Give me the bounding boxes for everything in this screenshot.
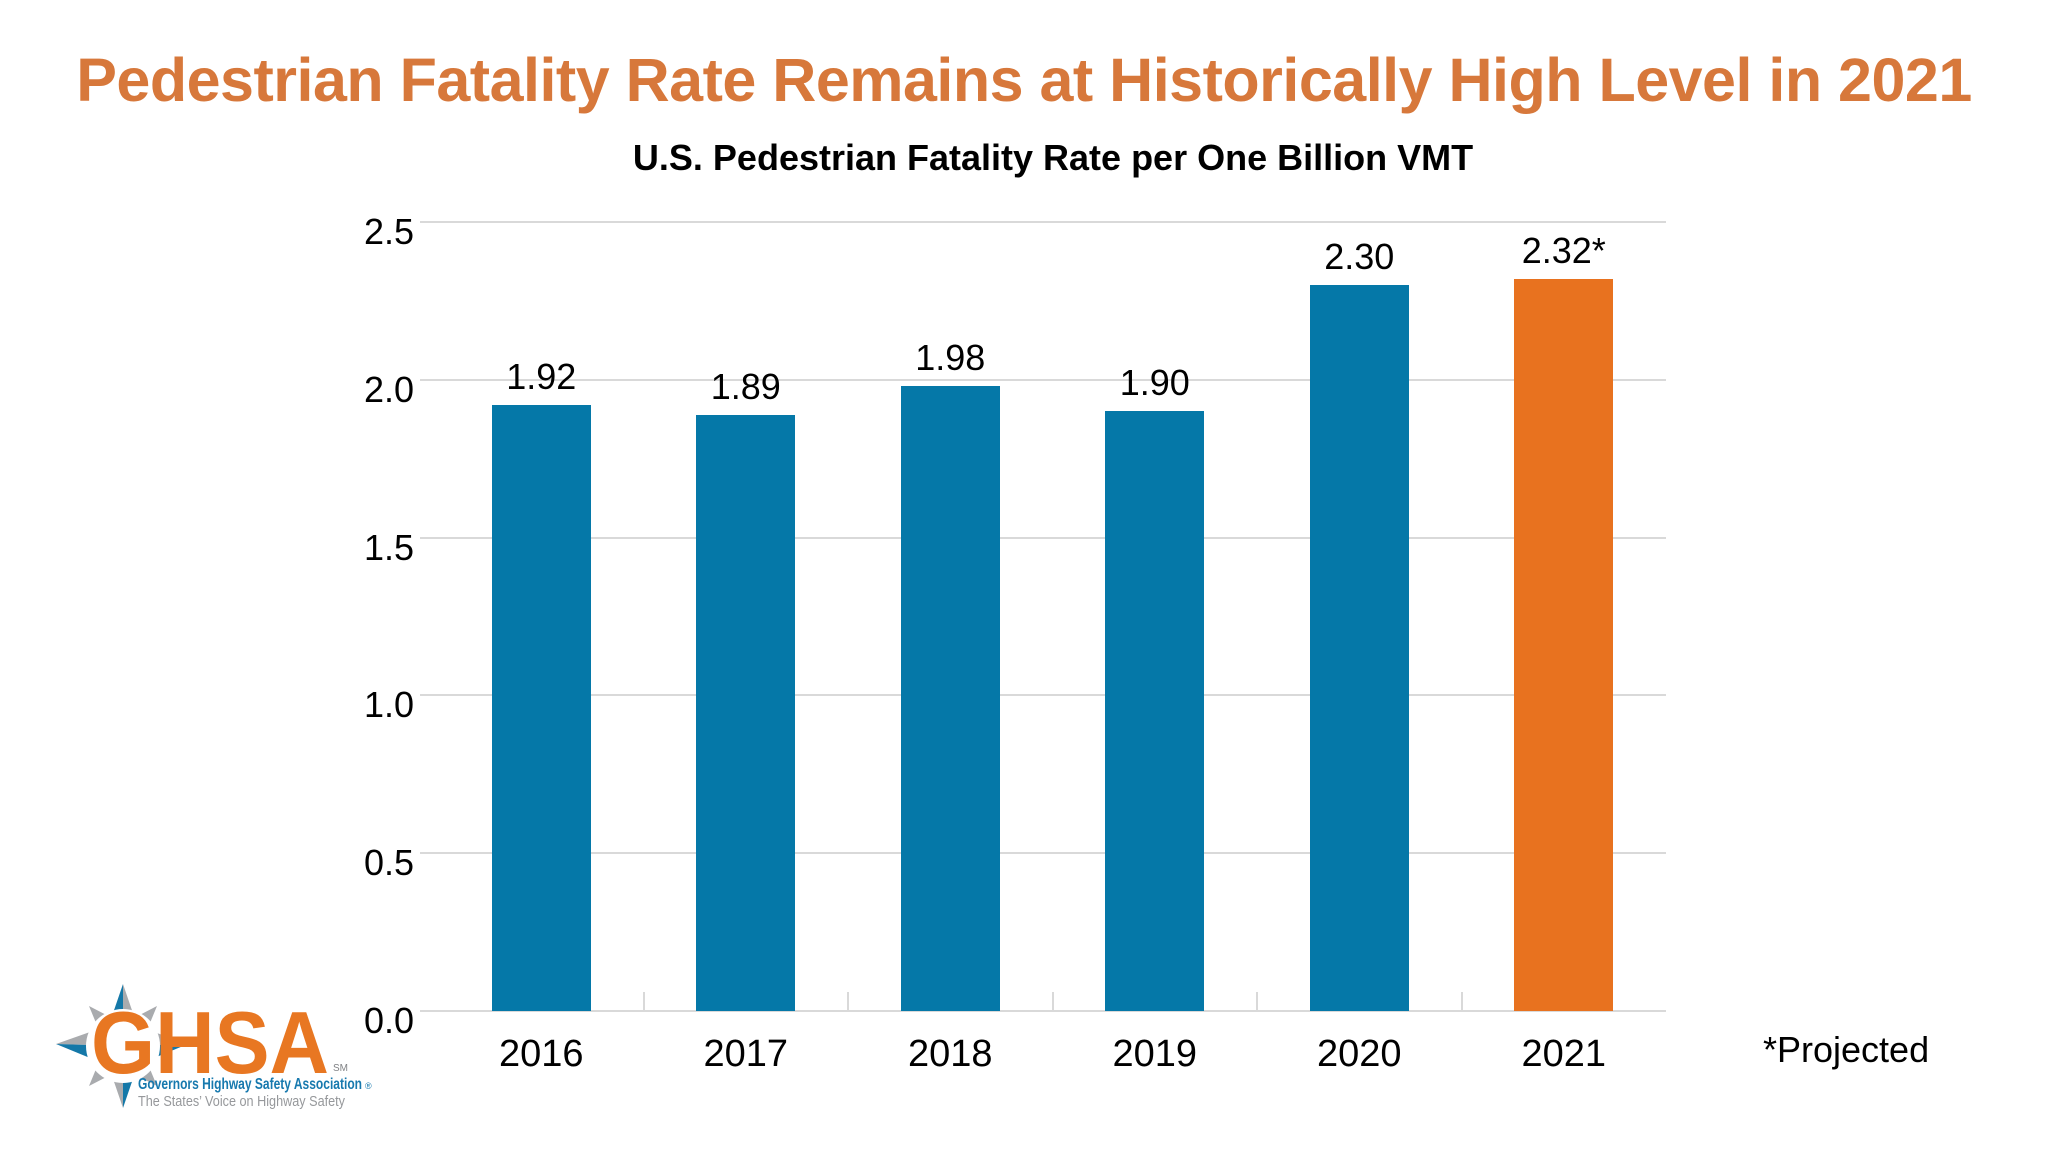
gridline-1.0 [439, 694, 1666, 697]
bar-value-label-2019: 1.90 [1119, 362, 1190, 404]
x-axis-tick [642, 992, 645, 1011]
logo-tagline: The States’ Voice on Highway Safety [138, 1093, 345, 1110]
y-axis-tick [420, 378, 439, 381]
y-axis-label-0.5: 0.5 [363, 842, 414, 884]
gridline-0.0 [439, 1010, 1666, 1012]
compass-star-icon [56, 984, 188, 1108]
y-axis-tick [420, 221, 439, 223]
y-axis-label-1.0: 1.0 [363, 684, 414, 726]
x-axis-tick [847, 992, 849, 1011]
x-axis-label-2016: 2016 [498, 1033, 584, 1075]
logo-sm-mark: SM [333, 1063, 348, 1074]
y-axis-label-1.5: 1.5 [363, 526, 414, 568]
page-title: Pedestrian Fatality Rate Remains at Hist… [76, 46, 1972, 114]
x-axis-tick [1460, 992, 1463, 1011]
x-axis-label-2017: 2017 [703, 1033, 789, 1075]
bar-value-label-2016: 1.92 [506, 356, 577, 398]
y-axis-tick [420, 852, 439, 855]
gridline-1.5 [439, 536, 1666, 539]
y-axis-tick [420, 536, 439, 539]
x-axis-label-2020: 2020 [1316, 1033, 1402, 1075]
bar-2017 [696, 414, 796, 1011]
x-axis-tick [1051, 992, 1054, 1011]
bar-2019 [1105, 411, 1205, 1011]
y-axis-label-2.5: 2.5 [363, 211, 414, 252]
logo-registered-mark: ® [365, 1081, 372, 1091]
chart-title: U.S. Pedestrian Fatality Rate per One Bi… [632, 137, 1474, 178]
bar-value-label-2021: 2.32* [1521, 229, 1606, 271]
gridline-0.5 [439, 852, 1666, 855]
bar-2018 [900, 386, 1000, 1011]
logo-org-name: Governors Highway Safety Association [138, 1076, 362, 1093]
y-axis-tick [420, 694, 439, 697]
x-axis-label-2019: 2019 [1112, 1033, 1198, 1075]
logo-acronym: GHSA [91, 993, 329, 1092]
y-axis-label-2.0: 2.0 [363, 368, 414, 410]
plot-area: 0.0 0.5 1.0 1.5 2.0 2.5 1.92 2016 1.89 2017 1.98 20… [364, 212, 1666, 1075]
bar-value-label-2020: 2.30 [1324, 236, 1395, 278]
bar-2016 [491, 405, 591, 1011]
ghsa-logo: GHSA SM Governors Highway Safety Associa… [52, 982, 392, 1150]
x-axis-label-2018: 2018 [907, 1033, 993, 1075]
bar-2021 [1514, 278, 1614, 1011]
gridline-2.0 [439, 378, 1666, 381]
ghsa-logo-graphic: GHSA SM Governors Highway Safety Associa… [56, 984, 372, 1110]
gridline-2.5 [439, 221, 1666, 223]
y-axis-tick [420, 1010, 439, 1012]
bar-2020 [1309, 285, 1409, 1011]
projected-note: *Projected [1763, 1029, 1930, 1070]
x-axis-label-2021: 2021 [1521, 1033, 1607, 1075]
bar-value-label-2017: 1.89 [710, 365, 781, 407]
y-axis-label-0.0: 0.0 [363, 1000, 414, 1041]
bar-value-label-2018: 1.98 [915, 337, 986, 379]
x-axis-tick [1256, 992, 1258, 1011]
